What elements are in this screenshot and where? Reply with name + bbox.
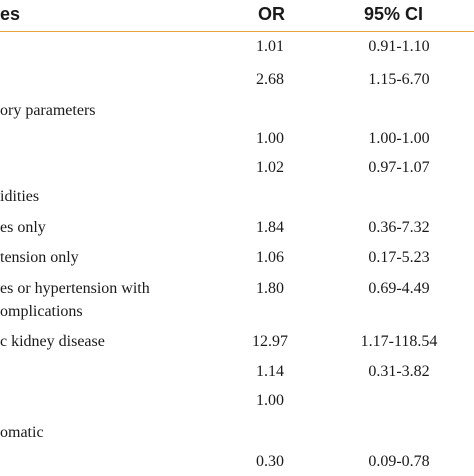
table-row: 2.68 1.15-6.70 [0, 70, 474, 94]
row-ci: 0.91-1.10 [368, 38, 430, 55]
row-ci: 1.17-118.54 [360, 333, 438, 350]
table-row: tension only 1.06 0.17-5.23 [0, 248, 474, 272]
row-label-continuation: omplications [0, 303, 83, 320]
table-row: 1.02 0.97-1.07 [0, 158, 474, 182]
row-label: es only [0, 219, 46, 236]
row-label: c kidney disease [0, 333, 105, 350]
table-row: 0.30 0.09-0.78 [0, 452, 474, 476]
row-label: es or hypertension with [0, 280, 150, 297]
table-row: c kidney disease 12.97 1.17-118.54 [0, 332, 474, 356]
row-or: 1.06 [256, 249, 284, 266]
header-or-label: OR [258, 4, 285, 24]
header-variable-label: es [0, 4, 21, 24]
row-ci: 0.31-3.82 [368, 363, 430, 380]
table-row: es only 1.84 0.36-7.32 [0, 218, 474, 242]
table-header: es OR 95% CI [0, 0, 474, 30]
row-or: 12.97 [252, 333, 288, 350]
table-row: 1.01 0.91-1.10 [0, 37, 474, 61]
row-ci: 0.17-5.23 [368, 249, 430, 266]
row-label: tension only [0, 249, 79, 266]
row-ci: 0.97-1.07 [368, 159, 430, 176]
table-row: es or hypertension with 1.80 0.69-4.49 [0, 279, 474, 303]
row-ci: 0.69-4.49 [368, 280, 430, 297]
row-or: 1.14 [256, 363, 284, 380]
row-or: 1.00 [256, 392, 284, 409]
row-or: 1.01 [256, 38, 284, 55]
row-or: 1.00 [256, 130, 284, 147]
table-row: 1.00 [0, 391, 474, 415]
row-or: 0.30 [256, 453, 284, 470]
section-label: idities [0, 188, 40, 205]
row-ci: 1.00-1.00 [368, 130, 430, 147]
table-row-continuation: omplications [0, 302, 474, 326]
header-ci-label: 95% CI [364, 4, 424, 24]
row-or: 1.02 [256, 159, 284, 176]
row-or: 1.80 [256, 280, 284, 297]
section-label: ory parameters [0, 102, 96, 119]
row-ci: 0.09-0.78 [368, 453, 430, 470]
header-rule [0, 31, 474, 32]
section-label: omatic [0, 424, 44, 441]
row-or: 1.84 [256, 219, 284, 236]
table-row: 1.00 1.00-1.00 [0, 129, 474, 153]
table-row: ory parameters [0, 101, 474, 125]
row-ci: 0.36-7.32 [368, 219, 430, 236]
table-row: omatic [0, 423, 474, 447]
table-row: idities [0, 187, 474, 211]
row-or: 2.68 [256, 71, 284, 88]
table-row: 1.14 0.31-3.82 [0, 362, 474, 386]
row-ci: 1.15-6.70 [368, 71, 430, 88]
